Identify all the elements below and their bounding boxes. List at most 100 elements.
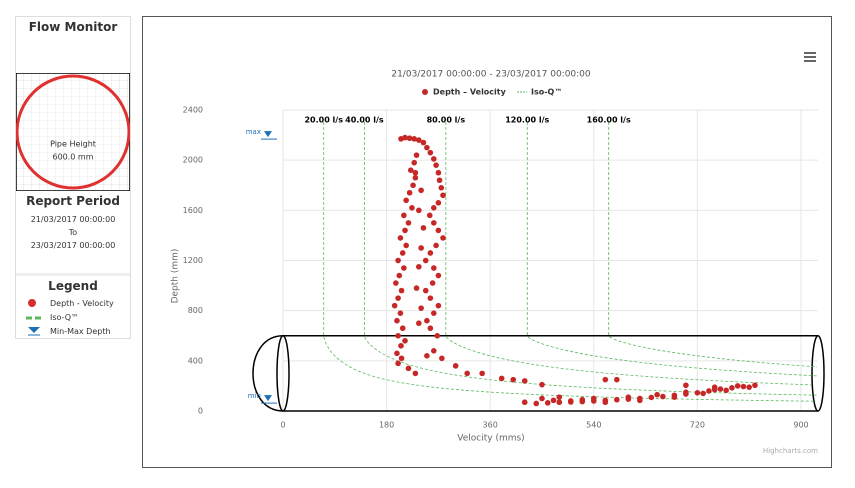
- scatter-point: [440, 235, 446, 241]
- scatter-point: [413, 285, 420, 291]
- scatter-point: [430, 348, 437, 354]
- scatter-point: [435, 169, 442, 176]
- scatter-point: [637, 397, 643, 404]
- scatter-point: [422, 257, 429, 264]
- scatter-point: [424, 317, 430, 324]
- x-tick-label: 0: [280, 421, 285, 430]
- scatter-point: [407, 167, 414, 173]
- y-axis-label: Depth (mm): [171, 249, 181, 304]
- scatter-point: [429, 280, 436, 286]
- credit: Highcharts.com: [763, 447, 818, 455]
- scatter-point: [397, 235, 404, 241]
- iso-q-label: 40.00 l/s: [345, 116, 384, 125]
- scatter-point: [401, 265, 407, 271]
- scatter-point: [723, 387, 729, 394]
- x-tick-label: 720: [690, 421, 705, 430]
- scatter-point: [412, 174, 419, 181]
- scatter-point: [660, 393, 666, 400]
- y-tick-label: 1600: [183, 206, 203, 215]
- scatter-point: [427, 250, 434, 256]
- scatter-point: [427, 325, 434, 332]
- scatter-point: [717, 386, 724, 392]
- scatter-point: [396, 272, 403, 279]
- scatter-point: [614, 396, 620, 403]
- scatter-point: [567, 398, 574, 404]
- scatter-point: [438, 184, 445, 191]
- scatter-point: [591, 395, 597, 402]
- legend-text: Iso-Q™: [531, 88, 562, 97]
- pipe: [252, 335, 825, 412]
- iso-q-line: [323, 122, 816, 402]
- chart-subtitle: 21/03/2017 00:00:00 - 23/03/2017 00:00:0…: [391, 70, 591, 80]
- scatter-point: [648, 394, 655, 401]
- scatter-point: [533, 400, 540, 407]
- scatter-point: [654, 391, 660, 398]
- iso-q-line: [445, 122, 812, 386]
- scatter-point: [402, 227, 408, 234]
- scatter-point: [397, 310, 404, 316]
- scatter-point: [399, 250, 406, 256]
- scatter-point: [402, 134, 408, 141]
- scatter-point: [416, 320, 422, 327]
- scatter-point: [412, 370, 419, 377]
- marker-triangle: [264, 131, 272, 138]
- legend-item: Min-Max Depth: [16, 324, 130, 338]
- scatter-point: [498, 375, 505, 382]
- menu-icon[interactable]: [804, 52, 816, 62]
- scatter-point: [391, 302, 398, 309]
- scatter-point: [394, 350, 400, 357]
- scatter-point: [521, 378, 528, 384]
- scatter-point: [420, 139, 427, 146]
- scatter-point: [410, 182, 416, 189]
- scatter-point: [435, 200, 442, 206]
- legend-text: Min-Max Depth: [50, 326, 111, 336]
- scatter-point: [430, 156, 437, 162]
- scatter-point: [416, 207, 422, 214]
- scatter-point: [420, 225, 427, 231]
- scatter-point: [706, 388, 712, 394]
- legend-item: Iso-Q™: [16, 310, 130, 324]
- scatter-point: [729, 384, 735, 391]
- scatter-point: [406, 189, 413, 196]
- scatter-point: [395, 295, 401, 301]
- chart: 21/03/2017 00:00:00 - 23/03/2017 00:00:0…: [142, 16, 832, 468]
- scatter-point: [510, 376, 517, 383]
- scatter-point: [424, 353, 430, 359]
- sidebar-title: Flow Monitor: [28, 20, 118, 34]
- scatter-point: [711, 384, 718, 390]
- scatter-point: [435, 272, 442, 279]
- scatter-point: [402, 337, 408, 344]
- scatter-point: [424, 144, 430, 151]
- iso-q-line: [526, 122, 817, 377]
- x-tick-label: 540: [586, 421, 601, 430]
- scatter-point: [398, 342, 404, 349]
- scatter-point: [399, 325, 406, 332]
- scatter-point: [625, 394, 632, 401]
- x-axis-label: Velocity (mms): [457, 434, 524, 444]
- scatter-point: [405, 365, 412, 372]
- iso-q-label: 160.00 l/s: [587, 116, 631, 125]
- sidebar: Flow Monitor Pipe Height 600.0 mm Report…: [15, 16, 131, 339]
- marker-triangle: [264, 395, 272, 402]
- scatter-point: [556, 399, 563, 406]
- scatter-point: [416, 137, 422, 143]
- x-tick-label: 900: [793, 421, 808, 430]
- marker-label: min: [248, 392, 261, 400]
- pipe-body: [252, 335, 818, 412]
- scatter-point: [544, 400, 551, 406]
- scatter-point: [395, 257, 401, 264]
- legend-text: Depth - Velocity: [50, 298, 114, 308]
- scatter-point: [452, 363, 459, 369]
- scatter-point: [671, 394, 678, 401]
- scatter-point: [403, 242, 409, 249]
- scatter-point: [683, 382, 689, 389]
- scatter-point: [740, 383, 747, 390]
- scatter-point: [412, 169, 419, 176]
- scatter-point: [393, 280, 399, 286]
- x-tick-label: 180: [379, 421, 394, 430]
- depth-marker: [261, 395, 277, 404]
- iso-q-line: [608, 122, 818, 368]
- scatter-point: [398, 355, 405, 362]
- legend-title: Legend: [48, 279, 98, 293]
